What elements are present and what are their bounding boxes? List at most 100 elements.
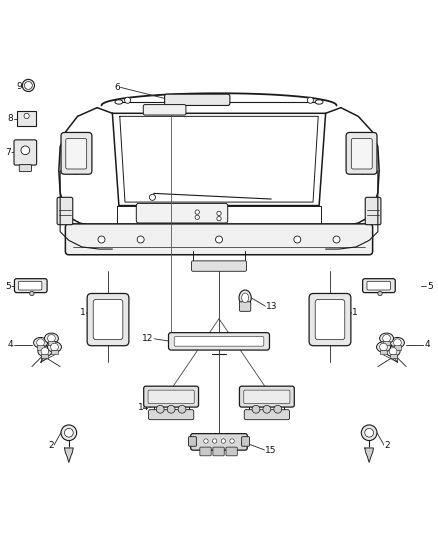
Circle shape	[30, 292, 34, 296]
Circle shape	[64, 429, 73, 437]
Ellipse shape	[380, 333, 393, 344]
FancyBboxPatch shape	[188, 437, 196, 446]
Circle shape	[24, 114, 29, 118]
Circle shape	[178, 405, 186, 413]
FancyBboxPatch shape	[174, 336, 264, 346]
FancyBboxPatch shape	[351, 139, 372, 169]
FancyBboxPatch shape	[51, 350, 58, 354]
Circle shape	[307, 97, 314, 103]
Circle shape	[204, 439, 208, 443]
Text: 2: 2	[48, 441, 53, 450]
Circle shape	[274, 405, 282, 413]
FancyBboxPatch shape	[65, 224, 373, 255]
Ellipse shape	[239, 290, 251, 305]
Circle shape	[365, 429, 374, 437]
Ellipse shape	[45, 333, 58, 344]
FancyBboxPatch shape	[242, 437, 250, 446]
FancyBboxPatch shape	[346, 133, 377, 174]
Circle shape	[217, 216, 221, 221]
Text: 5: 5	[5, 281, 11, 290]
Text: 1: 1	[80, 308, 86, 317]
Circle shape	[149, 194, 155, 200]
Circle shape	[380, 343, 387, 351]
FancyBboxPatch shape	[143, 104, 186, 115]
Circle shape	[195, 215, 199, 220]
Ellipse shape	[115, 100, 123, 104]
FancyBboxPatch shape	[169, 333, 269, 350]
FancyBboxPatch shape	[390, 354, 396, 358]
Polygon shape	[64, 448, 73, 462]
Ellipse shape	[34, 337, 47, 348]
Circle shape	[195, 210, 199, 214]
Polygon shape	[365, 448, 374, 462]
Circle shape	[98, 236, 105, 243]
FancyBboxPatch shape	[42, 354, 48, 358]
FancyBboxPatch shape	[14, 140, 37, 165]
Circle shape	[22, 79, 35, 92]
Circle shape	[333, 236, 340, 243]
Circle shape	[217, 211, 221, 215]
FancyBboxPatch shape	[57, 197, 73, 225]
Circle shape	[294, 236, 301, 243]
FancyBboxPatch shape	[14, 279, 47, 293]
FancyBboxPatch shape	[144, 386, 198, 407]
Ellipse shape	[38, 346, 52, 357]
Text: 4: 4	[424, 341, 430, 349]
Text: 13: 13	[266, 302, 278, 311]
Ellipse shape	[386, 346, 400, 357]
Circle shape	[48, 335, 55, 342]
FancyBboxPatch shape	[367, 281, 391, 290]
FancyBboxPatch shape	[240, 386, 294, 407]
Circle shape	[137, 236, 144, 243]
FancyBboxPatch shape	[87, 294, 129, 346]
Circle shape	[156, 405, 164, 413]
FancyBboxPatch shape	[48, 341, 55, 345]
FancyBboxPatch shape	[61, 133, 92, 174]
FancyBboxPatch shape	[18, 281, 42, 290]
FancyBboxPatch shape	[17, 111, 36, 126]
Text: 6: 6	[114, 83, 120, 92]
FancyBboxPatch shape	[66, 139, 87, 169]
Text: 2: 2	[385, 441, 390, 450]
Circle shape	[215, 236, 223, 243]
Text: 7: 7	[5, 148, 11, 157]
FancyBboxPatch shape	[244, 410, 290, 419]
FancyBboxPatch shape	[240, 302, 251, 311]
FancyBboxPatch shape	[19, 165, 32, 172]
FancyBboxPatch shape	[200, 447, 211, 456]
Circle shape	[389, 348, 397, 355]
Ellipse shape	[315, 100, 323, 104]
FancyBboxPatch shape	[93, 300, 123, 340]
FancyBboxPatch shape	[148, 410, 194, 419]
FancyBboxPatch shape	[213, 447, 224, 456]
FancyBboxPatch shape	[226, 447, 237, 456]
FancyBboxPatch shape	[315, 300, 345, 340]
FancyBboxPatch shape	[136, 204, 228, 223]
Circle shape	[41, 348, 49, 355]
Circle shape	[37, 339, 44, 346]
FancyBboxPatch shape	[383, 341, 390, 345]
Text: 5: 5	[427, 281, 433, 290]
Circle shape	[263, 405, 271, 413]
Ellipse shape	[391, 337, 404, 348]
Text: 9: 9	[17, 82, 22, 91]
Circle shape	[252, 405, 260, 413]
FancyBboxPatch shape	[365, 197, 381, 225]
FancyBboxPatch shape	[37, 345, 44, 350]
Text: 14: 14	[138, 403, 149, 413]
Circle shape	[167, 405, 175, 413]
Ellipse shape	[377, 342, 391, 352]
Text: 12: 12	[142, 334, 154, 343]
FancyBboxPatch shape	[165, 94, 230, 106]
FancyBboxPatch shape	[363, 279, 395, 293]
Circle shape	[212, 439, 217, 443]
Text: 1: 1	[352, 308, 358, 317]
Circle shape	[25, 82, 32, 90]
Circle shape	[383, 335, 390, 342]
FancyBboxPatch shape	[244, 390, 290, 403]
Ellipse shape	[47, 342, 61, 352]
Circle shape	[361, 425, 377, 441]
Circle shape	[51, 343, 58, 351]
Circle shape	[21, 146, 30, 155]
Circle shape	[124, 97, 131, 103]
